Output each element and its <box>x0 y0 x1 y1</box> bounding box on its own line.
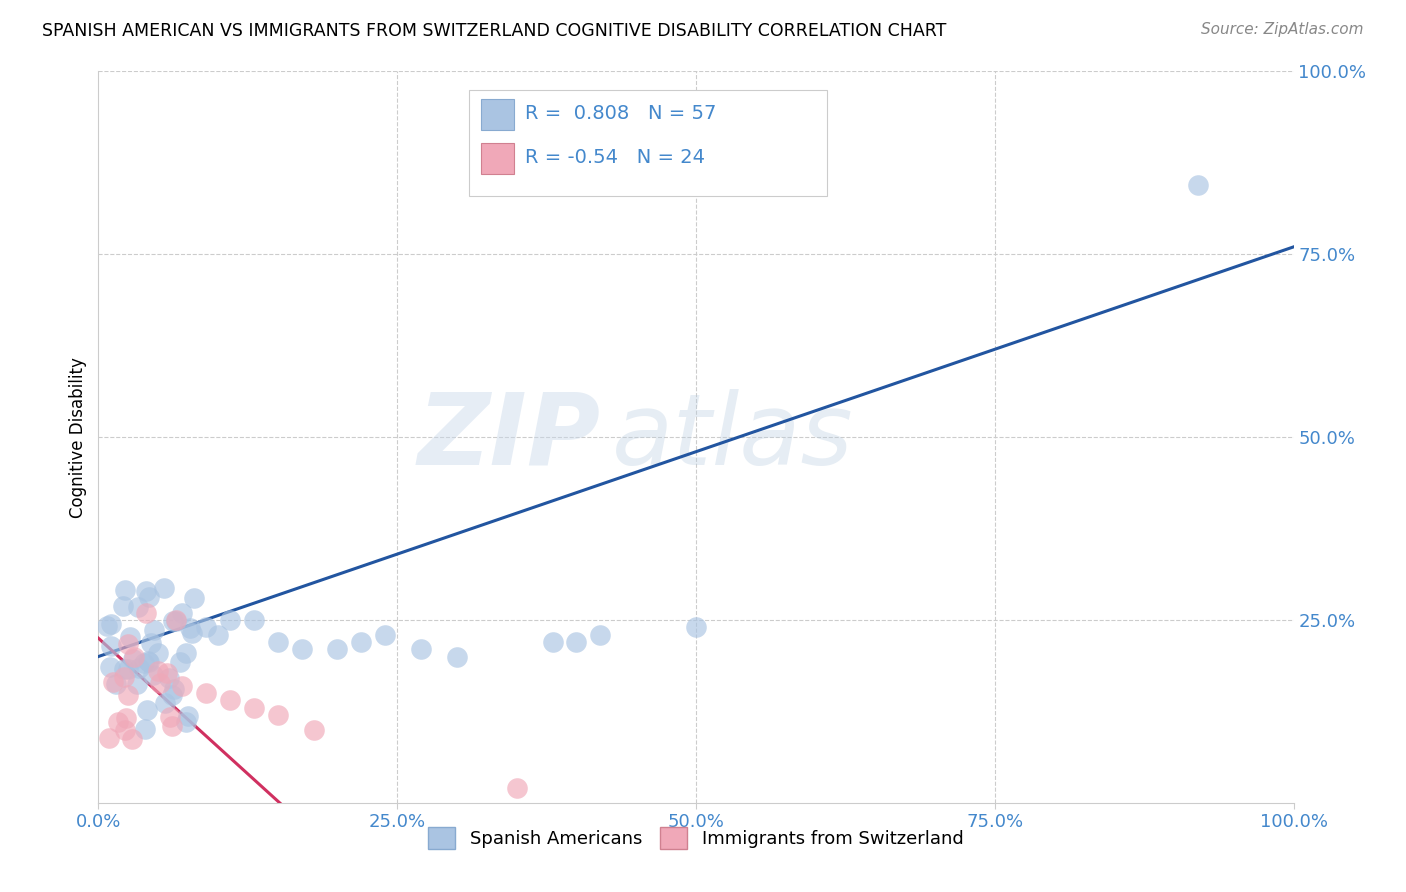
Point <box>117 688 139 702</box>
Y-axis label: Cognitive Disability: Cognitive Disability <box>69 357 87 517</box>
Point <box>195 620 218 634</box>
Point <box>174 646 197 660</box>
Point <box>1187 178 1209 192</box>
Point <box>121 732 143 747</box>
Point <box>132 657 155 671</box>
Point <box>163 682 186 697</box>
Point <box>105 677 128 691</box>
Point <box>153 582 176 596</box>
Point <box>157 671 180 685</box>
Point <box>155 696 177 710</box>
Point <box>165 613 187 627</box>
Point <box>135 584 157 599</box>
Legend: Spanish Americans, Immigrants from Switzerland: Spanish Americans, Immigrants from Switz… <box>422 820 970 856</box>
Point <box>183 591 205 605</box>
Point <box>112 662 135 676</box>
Point <box>100 639 122 653</box>
Point <box>207 627 229 641</box>
Point <box>243 700 266 714</box>
Text: Source: ZipAtlas.com: Source: ZipAtlas.com <box>1201 22 1364 37</box>
Point <box>179 621 201 635</box>
Point <box>135 606 157 620</box>
Point <box>114 723 136 737</box>
Point <box>243 613 266 627</box>
Point <box>117 662 139 676</box>
Point <box>565 635 588 649</box>
Point <box>127 677 149 691</box>
Point <box>117 637 139 651</box>
Point <box>160 719 183 733</box>
FancyBboxPatch shape <box>481 143 515 174</box>
Point <box>96 619 118 633</box>
Point <box>169 655 191 669</box>
Point <box>138 654 160 668</box>
Point <box>121 651 143 665</box>
Point <box>101 675 124 690</box>
Point <box>165 614 187 628</box>
Point <box>134 723 156 737</box>
Point <box>114 711 136 725</box>
Point <box>111 599 134 613</box>
Point <box>141 636 163 650</box>
Point <box>162 614 184 628</box>
Point <box>138 590 160 604</box>
Point <box>100 617 122 632</box>
Point <box>149 676 172 690</box>
Point <box>97 731 120 746</box>
Point <box>326 642 349 657</box>
Point <box>128 661 150 675</box>
Point <box>148 664 170 678</box>
FancyBboxPatch shape <box>481 99 515 130</box>
Point <box>219 693 242 707</box>
Point <box>291 642 314 657</box>
Point <box>267 635 290 649</box>
Point <box>181 626 204 640</box>
Point <box>172 606 194 620</box>
Point <box>411 642 433 657</box>
Point <box>267 708 290 723</box>
Text: R =  0.808   N = 57: R = 0.808 N = 57 <box>524 103 717 122</box>
Point <box>446 649 468 664</box>
Point <box>124 649 146 664</box>
Point <box>506 781 529 796</box>
Point <box>589 627 612 641</box>
Point <box>138 656 160 670</box>
Point <box>156 666 179 681</box>
Point <box>112 670 135 684</box>
Point <box>159 709 181 723</box>
Point <box>374 627 396 641</box>
Point <box>174 714 197 729</box>
Text: SPANISH AMERICAN VS IMMIGRANTS FROM SWITZERLAND COGNITIVE DISABILITY CORRELATION: SPANISH AMERICAN VS IMMIGRANTS FROM SWIT… <box>42 22 946 40</box>
Point <box>685 620 707 634</box>
Point <box>114 582 136 597</box>
Point <box>142 668 165 682</box>
Point <box>120 630 142 644</box>
Point <box>148 646 170 660</box>
Point <box>107 715 129 730</box>
FancyBboxPatch shape <box>470 90 827 195</box>
Point <box>160 688 183 702</box>
Point <box>177 709 200 723</box>
Point <box>541 635 564 649</box>
Point <box>136 703 159 717</box>
Text: atlas: atlas <box>613 389 853 485</box>
Text: R = -0.54   N = 24: R = -0.54 N = 24 <box>524 148 704 167</box>
Point <box>195 686 218 700</box>
Point <box>302 723 325 737</box>
Point <box>219 613 242 627</box>
Point <box>98 660 121 674</box>
Text: ZIP: ZIP <box>418 389 600 485</box>
Point <box>172 679 194 693</box>
Point <box>350 635 373 649</box>
Point <box>142 623 165 637</box>
Point <box>127 599 149 614</box>
